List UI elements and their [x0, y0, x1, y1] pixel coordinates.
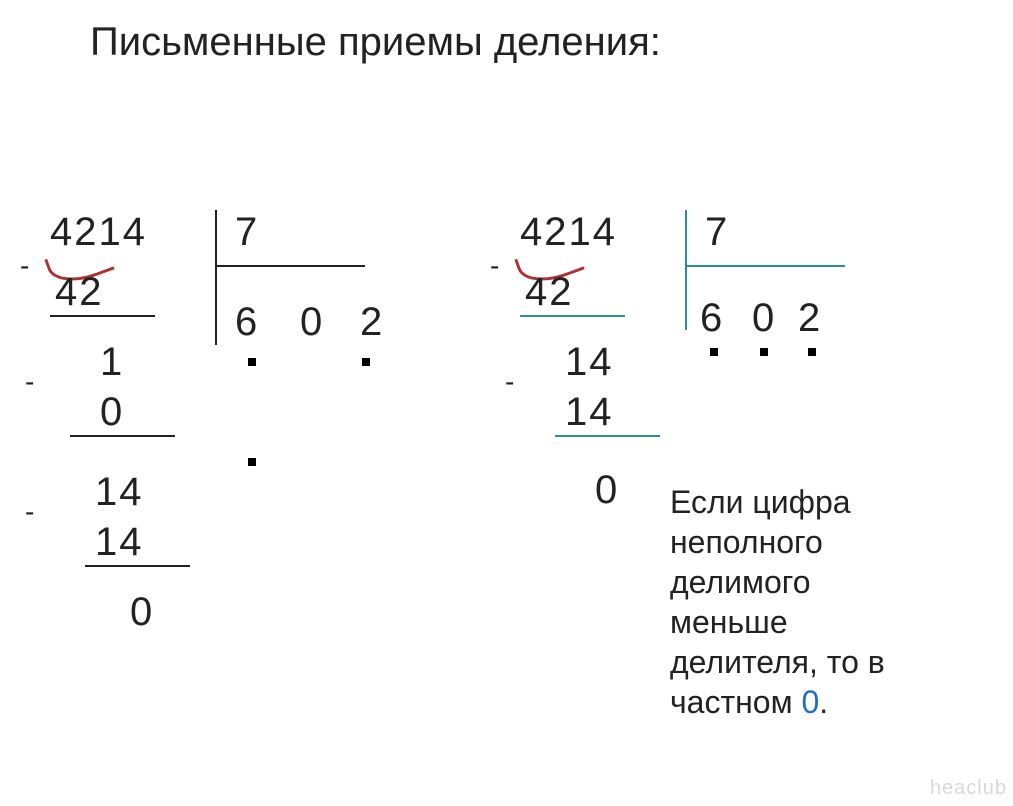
- note-tail: .: [819, 684, 828, 720]
- p2-step-line: [520, 315, 625, 317]
- p2-minus: -: [490, 252, 499, 280]
- p2-step-rem: 14: [565, 342, 614, 382]
- p1-step-sub: 0: [100, 392, 124, 432]
- p1-minus: -: [20, 252, 29, 280]
- stage: Письменные приемы деления: 4214 7 6 0 2 …: [0, 0, 1013, 806]
- p1-step-rem: 14: [95, 472, 144, 512]
- p1-dot: [248, 458, 256, 466]
- p1-step-rem: 1: [100, 342, 124, 382]
- p1-quotient-d2: 0: [300, 302, 324, 342]
- p2-quotient-d3: 2: [798, 298, 822, 338]
- p2-step-rem: 0: [595, 470, 619, 510]
- p2-step-line: [555, 435, 660, 437]
- watermark: heaclub: [930, 777, 1007, 800]
- p1-step-rem: 0: [130, 592, 154, 632]
- p1-minus: -: [25, 498, 34, 526]
- p2-quotient-d2: 0: [752, 298, 776, 338]
- page-title: Письменные приемы деления:: [90, 20, 661, 65]
- p1-dot: [362, 358, 370, 366]
- p2-dot: [760, 348, 768, 356]
- p1-quotient-d1: 6: [235, 302, 259, 342]
- p2-dot: [808, 348, 816, 356]
- note-line: неполного: [670, 524, 823, 560]
- p2-divisor: 7: [705, 212, 729, 252]
- p2-corner-vertical: [685, 210, 687, 330]
- note-zero: 0: [801, 684, 819, 720]
- p2-quotient-d1: 6: [700, 298, 724, 338]
- p1-quotient-d3: 2: [360, 302, 384, 342]
- note-line: Если цифра: [670, 484, 851, 520]
- p1-corner-vertical: [215, 210, 217, 345]
- p2-corner-horizontal: [685, 265, 845, 267]
- p1-step-line: [85, 565, 190, 567]
- p1-minus: -: [25, 368, 34, 396]
- p1-divisor: 7: [235, 212, 259, 252]
- p1-step-line: [50, 315, 155, 317]
- p2-step-sub: 14: [565, 392, 614, 432]
- p1-dot: [248, 358, 256, 366]
- note-line: частном: [670, 684, 801, 720]
- p1-corner-horizontal: [215, 265, 365, 267]
- note-text: Если цифра неполного делимого меньше дел…: [670, 482, 885, 722]
- note-line: делителя, то в: [670, 644, 885, 680]
- note-line: делимого: [670, 564, 811, 600]
- p2-step-sub: 42: [525, 272, 574, 312]
- p1-step-sub: 42: [55, 272, 104, 312]
- p2-dot: [710, 348, 718, 356]
- p1-step-line: [70, 435, 175, 437]
- p1-step-sub: 14: [95, 522, 144, 562]
- note-line: меньше: [670, 604, 788, 640]
- p2-minus: -: [505, 368, 514, 396]
